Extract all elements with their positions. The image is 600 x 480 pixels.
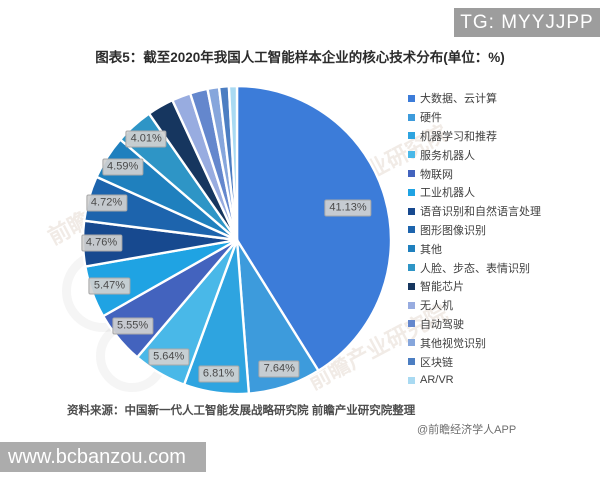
- slice-value-label-7: 4.76%: [80, 234, 123, 252]
- legend-label: 机器学习和推荐: [420, 130, 497, 143]
- legend-label: 图形图像识别: [420, 224, 486, 237]
- legend-swatch: [408, 358, 415, 366]
- legend-label: 其他视觉识别: [420, 337, 486, 350]
- legend-label: 语音识别和自然语言处理: [420, 206, 541, 219]
- legend-swatch: [408, 301, 415, 309]
- legend-item-8: 图形图像识别: [408, 221, 598, 240]
- legend-label: 人脸、步态、表情识别: [420, 262, 530, 275]
- legend-item-3: 机器学习和推荐: [408, 127, 598, 146]
- legend-item-15: 区块链: [408, 352, 598, 371]
- legend-swatch: [408, 132, 415, 140]
- legend-swatch: [408, 376, 415, 384]
- slice-value-label-4: 5.64%: [148, 348, 190, 366]
- legend-label: 工业机器人: [420, 187, 475, 200]
- slice-value-label-10: 4.01%: [125, 130, 167, 148]
- legend-item-9: 其他: [408, 239, 598, 258]
- legend-swatch: [408, 113, 415, 121]
- slice-value-label-9: 4.59%: [102, 158, 144, 176]
- legend-item-1: 大数据、云计算: [408, 89, 598, 108]
- legend-label: 硬件: [420, 112, 442, 125]
- legend-swatch: [408, 188, 415, 196]
- legend-item-4: 服务机器人: [408, 145, 598, 164]
- legend-label: 自动驾驶: [420, 318, 464, 331]
- legend-swatch: [408, 151, 415, 159]
- legend-swatch: [408, 339, 415, 347]
- slice-value-label-2: 7.64%: [258, 360, 300, 378]
- legend-item-16: AR/VR: [408, 371, 598, 390]
- legend-swatch: [408, 320, 415, 328]
- source-note: 资料来源：中国新一代人工智能发展战略研究院 前瞻产业研究院整理: [67, 405, 416, 417]
- legend-label: 无人机: [420, 300, 453, 313]
- watermark-bar: www.bcbanzou.com: [0, 442, 206, 472]
- legend-swatch: [408, 264, 415, 272]
- legend-swatch: [408, 170, 415, 178]
- slice-value-label-3: 6.81%: [197, 365, 240, 383]
- slice-value-label-1: 41.13%: [324, 199, 372, 217]
- slice-value-label-8: 4.72%: [85, 194, 128, 212]
- legend-item-13: 自动驾驶: [408, 315, 598, 334]
- legend-label: AR/VR: [420, 374, 454, 387]
- legend-swatch: [408, 245, 415, 253]
- legend-item-7: 语音识别和自然语言处理: [408, 202, 598, 221]
- legend: 大数据、云计算 硬件机器学习和推荐 服务机器人物联网工业机器人语音识别和自然语言处理…: [408, 89, 598, 390]
- page-title: 图表5：截至2020年我国人工智能样本企业的核心技术分布(单位：%): [95, 50, 505, 65]
- legend-item-5: 物联网: [408, 164, 598, 183]
- legend-item-6: 工业机器人: [408, 183, 598, 202]
- legend-swatch: [408, 94, 415, 102]
- legend-item-12: 无人机: [408, 296, 598, 315]
- legend-item-14: 其他视觉识别: [408, 333, 598, 352]
- tg-badge: TG: MYYJJPP: [454, 8, 600, 37]
- watermark-url: www.bcbanzou.com: [8, 446, 186, 468]
- legend-swatch: [408, 207, 415, 215]
- legend-swatch: [408, 282, 415, 290]
- legend-item-10: 人脸、步态、表情识别: [408, 258, 598, 277]
- attribution: @前瞻经济学人APP: [417, 424, 517, 436]
- legend-label: 区块链: [420, 356, 453, 369]
- pie-slice-16: [227, 84, 239, 242]
- legend-label: 智能芯片: [420, 281, 464, 294]
- legend-swatch: [408, 226, 415, 234]
- legend-label: 其他: [420, 243, 442, 256]
- legend-item-11: 智能芯片: [408, 277, 598, 296]
- legend-label: 服务机器人: [420, 149, 475, 162]
- slice-value-label-5: 5.55%: [111, 317, 154, 335]
- legend-label: 物联网: [420, 168, 453, 181]
- slice-value-label-6: 5.47%: [88, 277, 131, 295]
- legend-label: 大数据、云计算: [420, 93, 497, 106]
- legend-item-2: 硬件: [408, 108, 598, 127]
